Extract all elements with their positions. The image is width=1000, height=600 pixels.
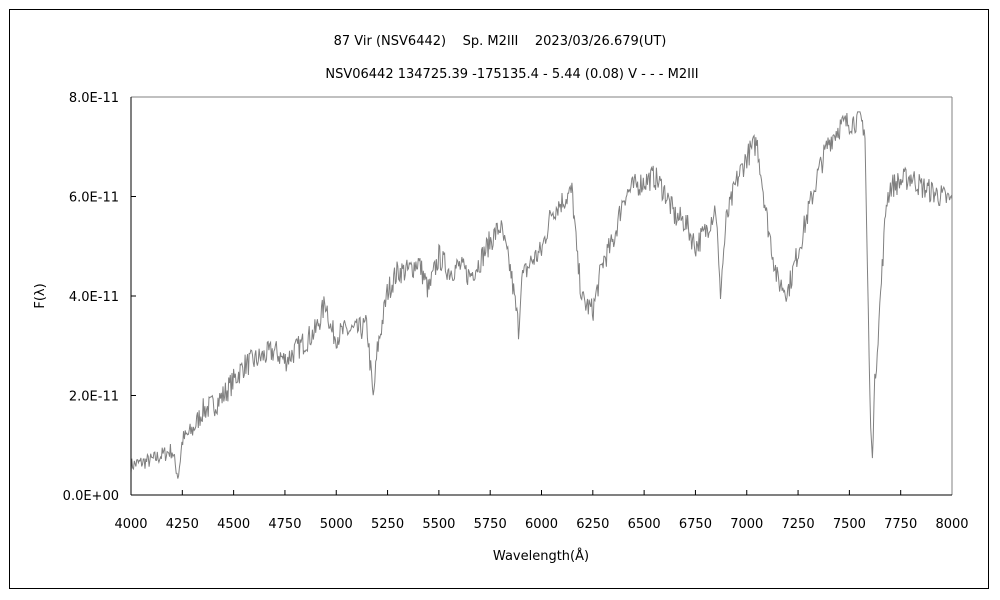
y-axis-label: F(λ) [33, 283, 48, 308]
spectrum-line [130, 111, 953, 479]
x-tick-label: 5000 [320, 517, 353, 532]
chart-subtitle: NSV06442 134725.39 -175135.4 - 5.44 (0.0… [325, 67, 698, 82]
y-tick-label: 4.0E-11 [69, 290, 119, 305]
x-axis-label: Wavelength(Å) [493, 548, 589, 564]
x-tick-label: 7500 [833, 517, 866, 532]
x-tick-label: 6750 [679, 517, 712, 532]
x-tick-label: 7250 [782, 517, 815, 532]
y-tick-label: 8.0E-11 [69, 91, 119, 106]
x-tick-label: 4250 [166, 517, 199, 532]
x-tick-label: 8000 [935, 517, 968, 532]
x-tick-label: 5250 [371, 517, 404, 532]
x-tick-label: 5500 [422, 517, 455, 532]
x-tick-label: 4000 [114, 517, 147, 532]
x-tick-label: 7750 [884, 517, 917, 532]
x-tick-label: 5750 [474, 517, 507, 532]
y-tick-label: 2.0E-11 [69, 390, 119, 405]
x-tick-label: 4750 [268, 517, 301, 532]
chart-frame [9, 9, 989, 589]
x-tick-label: 6500 [628, 517, 661, 532]
x-tick-label: 7000 [730, 517, 763, 532]
x-tick-label: 4500 [217, 517, 250, 532]
y-tick-label: 0.0E+00 [63, 489, 119, 504]
x-tick-label: 6250 [576, 517, 609, 532]
y-tick-label: 6.0E-11 [69, 191, 119, 206]
x-tick-label: 6000 [525, 517, 558, 532]
chart-title: 87 Vir (NSV6442) Sp. M2III 2023/03/26.67… [334, 34, 667, 49]
